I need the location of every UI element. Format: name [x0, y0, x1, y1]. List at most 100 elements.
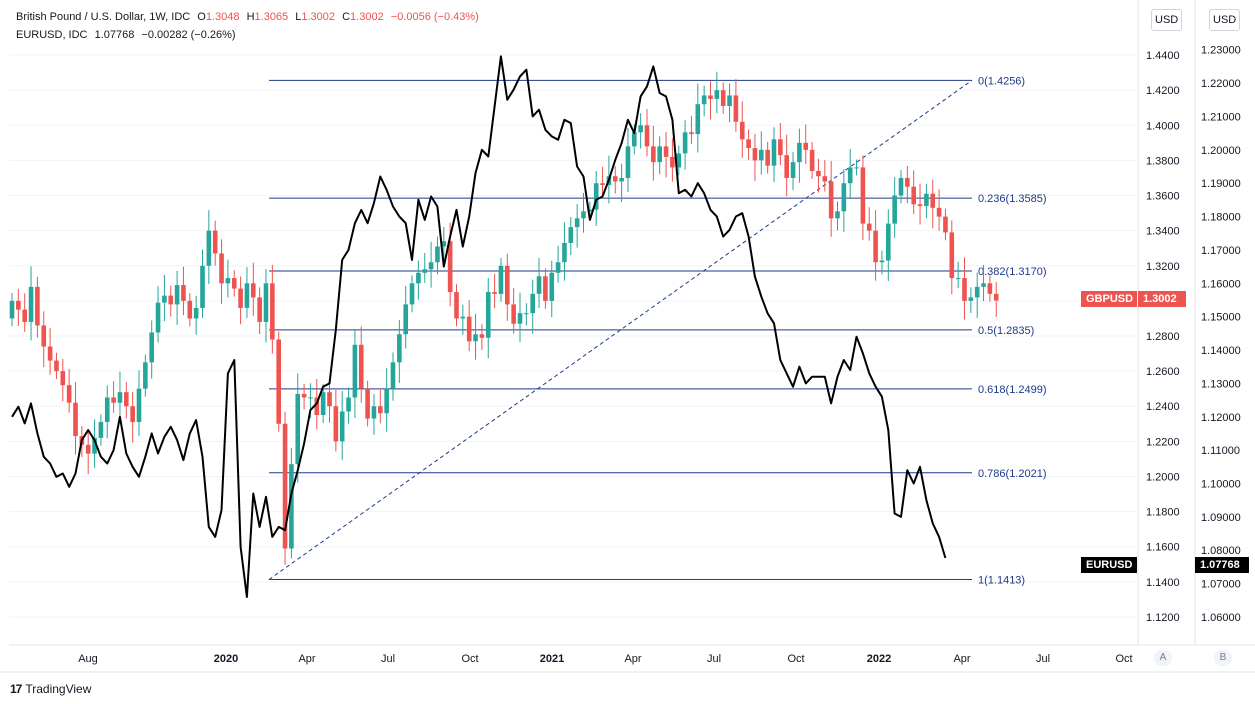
candle-body: [130, 406, 135, 423]
gbpusd-candle: [346, 387, 351, 424]
log-scale-button[interactable]: B: [1214, 650, 1232, 666]
left-scale-unit-button[interactable]: USD: [1151, 9, 1183, 31]
eurusd-price-scale[interactable]: 1.23000 1.22000 1.21000 1.20000 1.19000 1.180…: [1201, 45, 1241, 624]
candle-body: [460, 316, 466, 319]
axes[interactable]: [0, 0, 1255, 673]
candle-body: [695, 104, 701, 135]
gbpusd-candle: [536, 257, 542, 309]
time-scale[interactable]: Aug 2020 Apr Jul Oct 2021 Apr Jul Oct 2022 Apr Jul O…: [78, 653, 1132, 665]
auto-scale-button[interactable]: A: [1154, 650, 1172, 666]
fibonacci-retracement[interactable]: 0(1.4256) 0.236(1.3585) 0.382(1.3170) 0.5(1…: [268, 75, 1047, 587]
candle-body: [257, 297, 262, 322]
gbpusd-candle: [689, 115, 694, 145]
time-tick-label: Oct: [461, 653, 478, 665]
time-tick-label: Jul: [381, 653, 395, 665]
gbpusd-candle: [206, 210, 212, 285]
gbpusd-candle: [638, 113, 643, 149]
candle-body: [244, 283, 250, 308]
gbpusd-candle: [790, 152, 796, 191]
gbpusd-price-scale[interactable]: 1.4400 1.4200 1.4000 1.3800 1.3600 1.3400 1.32…: [1146, 50, 1180, 624]
candle-body: [543, 276, 548, 301]
gbpusd-candle: [625, 127, 631, 193]
candle-body: [47, 346, 53, 361]
time-tick-label: Jul: [1036, 653, 1050, 665]
gbpusd-candle: [390, 352, 396, 401]
gbpusd-candle: [422, 252, 428, 283]
candle-body: [22, 309, 27, 322]
candle-body: [911, 186, 916, 205]
gbpusd-tick-label: 1.2000: [1146, 471, 1180, 483]
fib-level-label: 0.618(1.2499): [978, 384, 1047, 396]
candle-body: [492, 292, 497, 294]
candle-body: [752, 148, 758, 161]
gbpusd-candle: [225, 259, 231, 298]
gbpusd-candle: [498, 257, 504, 302]
candle-body: [790, 162, 796, 178]
gbpusd-candle: [644, 108, 650, 157]
candle-body: [568, 227, 574, 243]
gbpusd-candle: [530, 279, 535, 334]
gbpusd-candle: [136, 370, 142, 437]
gbpusd-candle: [257, 287, 262, 335]
eurusd-tick-label: 1.13000: [1201, 378, 1241, 390]
close-label: C: [342, 11, 351, 23]
eurusd-legend: EURUSD, IDC 1.07768 −0.00282 (−0.26%): [16, 29, 236, 41]
gbpusd-candle: [238, 276, 243, 325]
gbpusd-candle: [92, 419, 97, 468]
gbpusd-candle: [898, 170, 904, 204]
gbpusd-candle: [270, 264, 275, 354]
candle-body: [384, 388, 389, 414]
candle-body: [295, 393, 301, 465]
gbpusd-candle: [485, 277, 491, 359]
fib-level-label: 0.5(1.2835): [978, 325, 1034, 337]
time-tick-label: Apr: [624, 653, 641, 665]
candle-body: [714, 90, 720, 99]
gbpusd-candle: [905, 165, 910, 204]
gbpusd-candle: [720, 82, 726, 114]
candle-body: [231, 278, 237, 289]
candle-body: [600, 183, 605, 185]
gbpusd-candle: [117, 371, 123, 422]
tradingview-brand[interactable]: 17 TradingView: [10, 682, 91, 696]
candle-body: [35, 286, 40, 326]
gbpusd-candle: [778, 123, 783, 166]
candle-body: [308, 397, 313, 399]
time-tick-label: Oct: [1115, 653, 1132, 665]
eurusd-series-line: [11, 55, 947, 598]
gbpusd-tick-label: 1.2200: [1146, 436, 1180, 448]
eurusd-tick-label: 1.11000: [1201, 445, 1240, 457]
gbpusd-candle: [9, 292, 15, 327]
candle-body: [993, 293, 999, 301]
fib-level-label: 0.382(1.3170): [978, 266, 1047, 278]
gbpusd-tick-label: 1.3600: [1146, 191, 1180, 203]
candle-body: [873, 230, 878, 263]
gbpusd-candle: [397, 320, 402, 383]
eurusd-tick-label: 1.10000: [1201, 479, 1241, 491]
gbpusd-candle: [54, 352, 59, 380]
close-value: 1.3002: [350, 11, 384, 23]
candle-body: [441, 241, 447, 247]
candle-body: [98, 422, 104, 438]
candle-body: [225, 278, 231, 284]
gbpusd-candle: [263, 269, 269, 343]
eurusd-tick-label: 1.15000: [1201, 312, 1241, 324]
candle-body: [905, 177, 910, 187]
eurusd-symbol: EURUSD, IDC: [16, 29, 88, 41]
candle-body: [765, 149, 770, 166]
candle-body: [676, 153, 682, 168]
candle-body: [670, 156, 675, 168]
gbpusd-tick-label: 1.1400: [1146, 577, 1180, 589]
candle-body: [555, 262, 561, 273]
candle-body: [276, 339, 281, 424]
time-tick-label: 2022: [867, 653, 891, 665]
right-scale-unit-button[interactable]: USD: [1209, 9, 1241, 31]
gbpusd-candle: [549, 260, 555, 318]
candle-body: [485, 292, 491, 338]
candle-body: [416, 272, 421, 284]
candle-body: [181, 285, 186, 301]
gbpusd-candle: [358, 326, 364, 403]
candle-body: [974, 286, 980, 298]
gbpusd-candle: [670, 138, 675, 182]
gbpusd-candle: [320, 384, 326, 423]
